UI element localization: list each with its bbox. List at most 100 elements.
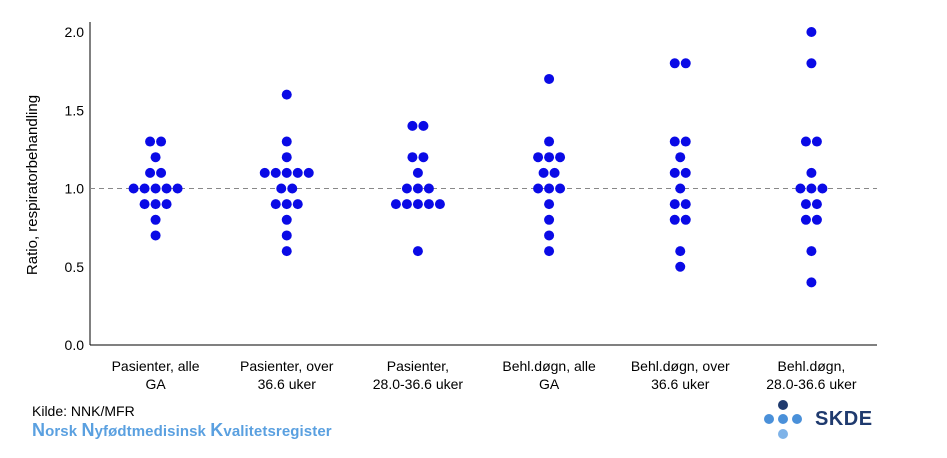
data-point: [412, 246, 423, 257]
data-point: [434, 199, 445, 210]
data-point: [412, 199, 423, 210]
data-point: [795, 183, 806, 194]
data-point: [675, 246, 686, 257]
data-point: [281, 89, 292, 100]
data-point: [150, 152, 161, 163]
x-axis-categories: Pasienter, alle GA Pasienter, over 36.6 uke…: [112, 358, 857, 392]
data-point: [555, 183, 566, 194]
logo-text: SKDE: [815, 408, 873, 430]
data-point: [423, 183, 434, 194]
data-point: [150, 183, 161, 194]
x-category-label: 28.0-36.6 uker: [766, 376, 857, 392]
data-point: [423, 199, 434, 210]
x-category-label: 36.6 uker: [258, 376, 317, 392]
data-point: [669, 199, 680, 210]
data-point: [800, 199, 811, 210]
data-point: [156, 167, 167, 178]
data-point: [669, 167, 680, 178]
x-category-label: Behl.døgn,: [778, 358, 846, 374]
data-point: [544, 246, 555, 257]
skde-logo: SKDE: [762, 398, 892, 446]
data-point: [128, 183, 139, 194]
data-point: [811, 214, 822, 225]
x-category-label: Pasienter, alle: [112, 358, 200, 374]
y-tick-label: 0.5: [65, 259, 85, 275]
data-point: [800, 136, 811, 147]
x-category-label: 28.0-36.6 uker: [373, 376, 464, 392]
data-point: [806, 27, 817, 37]
data-points: [128, 27, 828, 288]
dot-plot-chart: 0.00.51.01.52.0 Pasienter, alleGAPasient…: [24, 22, 877, 392]
data-point: [800, 214, 811, 225]
x-category-label: 36.6 uker: [651, 376, 710, 392]
data-point: [407, 152, 418, 163]
data-point: [276, 183, 287, 194]
data-point: [161, 199, 172, 210]
data-point: [811, 136, 822, 147]
data-point: [806, 58, 817, 69]
data-point: [680, 214, 691, 225]
data-point: [287, 183, 298, 194]
data-point: [811, 199, 822, 210]
data-point: [281, 230, 292, 241]
data-point: [680, 58, 691, 69]
data-point: [412, 167, 423, 178]
data-point: [418, 120, 429, 131]
data-point: [303, 167, 314, 178]
data-point: [675, 183, 686, 194]
data-point: [544, 136, 555, 147]
data-point: [292, 167, 303, 178]
data-point: [555, 152, 566, 163]
data-point: [412, 183, 423, 194]
data-point: [669, 58, 680, 69]
data-point: [544, 214, 555, 225]
data-point: [390, 199, 401, 210]
data-point: [544, 183, 555, 194]
data-point: [281, 199, 292, 210]
y-tick-label: 1.5: [65, 102, 85, 118]
y-tick-label: 2.0: [65, 24, 85, 40]
data-point: [669, 136, 680, 147]
x-category-label: GA: [539, 376, 560, 392]
data-point: [544, 199, 555, 210]
x-category-label: Behl.døgn, over: [631, 358, 730, 374]
data-point: [675, 261, 686, 272]
logo-dots-icon: [764, 400, 802, 439]
data-point: [156, 136, 167, 147]
y-tick-label: 0.0: [65, 337, 85, 353]
data-point: [544, 230, 555, 241]
data-point: [407, 120, 418, 131]
x-category-label: GA: [145, 376, 166, 392]
data-point: [281, 246, 292, 257]
data-point: [806, 183, 817, 194]
data-point: [538, 167, 549, 178]
data-point: [150, 230, 161, 241]
data-point: [401, 199, 412, 210]
data-point: [680, 136, 691, 147]
y-tick-label: 1.0: [65, 181, 85, 197]
data-point: [533, 152, 544, 163]
data-point: [281, 152, 292, 163]
data-point: [259, 167, 270, 178]
y-axis-label: Ratio, respiratorbehandling: [24, 95, 41, 275]
data-point: [418, 152, 429, 163]
data-point: [281, 136, 292, 147]
data-point: [806, 246, 817, 257]
data-point: [145, 167, 156, 178]
data-point: [669, 214, 680, 225]
axes: [89, 22, 877, 346]
data-point: [544, 73, 555, 84]
data-point: [533, 183, 544, 194]
data-point: [817, 183, 828, 194]
data-point: [270, 167, 281, 178]
registry-name: Norsk Nyfødtmedisinsk Kvalitetsregister: [32, 420, 332, 440]
data-point: [680, 167, 691, 178]
x-category-label: Pasienter, over: [240, 358, 334, 374]
data-point: [544, 152, 555, 163]
data-point: [139, 199, 150, 210]
data-point: [806, 277, 817, 288]
data-point: [281, 167, 292, 178]
data-point: [292, 199, 303, 210]
data-point: [270, 199, 281, 210]
data-point: [145, 136, 156, 147]
